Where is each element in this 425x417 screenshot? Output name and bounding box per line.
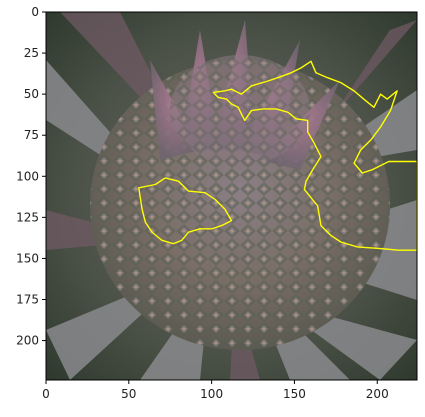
y-tick-label: 200 [16,334,39,348]
y-tick-label: 125 [16,210,39,224]
left-middle-region-contour [138,177,233,245]
x-tick-label: 100 [200,387,223,401]
pineapple-photo [46,12,417,380]
y-tick-label: 50 [24,87,39,101]
y-tick-label: 75 [24,128,39,142]
x-axis: 0 50 100 150 200 [42,380,389,401]
y-tick-label: 0 [31,5,39,19]
x-tick-label: 200 [366,387,389,401]
y-tick-label: 25 [24,46,39,60]
segmentation-contours [138,60,417,251]
x-tick-label: 50 [121,387,136,401]
y-tick-label: 100 [16,169,39,183]
x-tick-label: 150 [283,387,306,401]
y-tick-label: 175 [16,293,39,307]
axes-frame [45,11,418,381]
upper-right-region-contour [212,60,417,251]
y-axis: 0 25 50 75 100 125 150 175 200 [16,5,46,348]
x-tick-label: 0 [42,387,50,401]
y-tick-label: 150 [16,251,39,265]
